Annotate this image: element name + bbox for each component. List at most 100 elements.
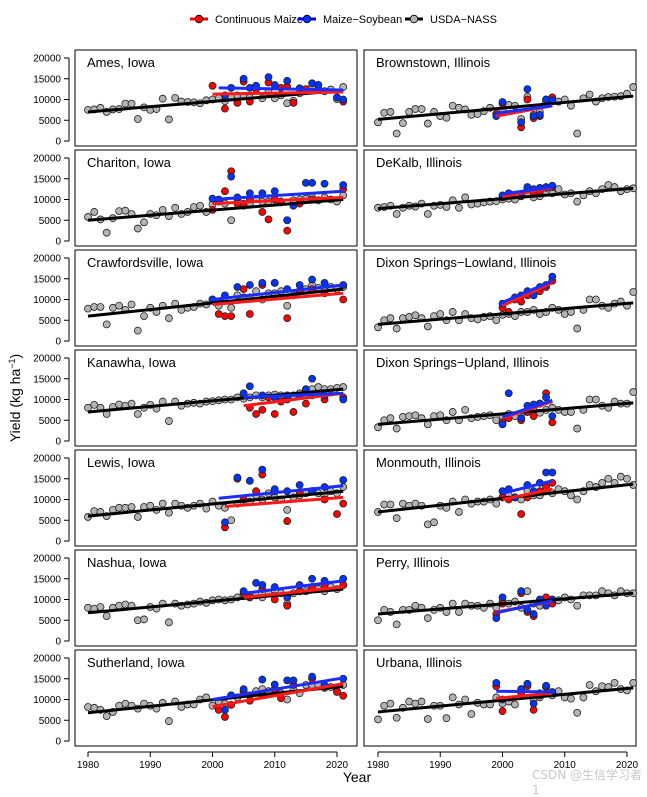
continuous-maize-point <box>283 226 292 235</box>
nass-point <box>227 216 236 225</box>
maize-soybean-point <box>320 179 329 188</box>
continuous-maize-point <box>529 412 538 421</box>
nass-point <box>283 301 292 310</box>
nass-point <box>392 324 401 333</box>
continuous-maize-point <box>208 81 217 90</box>
legend: Continuous Maize Maize−Soybean USDA−NASS <box>190 14 497 26</box>
continuous-maize-trend-line <box>212 90 344 96</box>
continuous-maize-point <box>283 517 292 525</box>
nass-point <box>573 708 582 717</box>
nass-point <box>133 513 142 521</box>
continuous-maize-point <box>252 410 260 418</box>
nass-trend-line <box>87 587 344 615</box>
y-axis-label-close: ) <box>7 354 23 359</box>
continuous-maize-point <box>523 95 532 104</box>
panel: Kanawha, Iowa 0 5000 10000 15000 20000 <box>33 349 358 448</box>
nass-point <box>133 410 142 418</box>
nass-point <box>461 695 470 704</box>
x-tick-label: 2020 <box>616 760 639 771</box>
nass-point <box>165 508 173 517</box>
nass-point <box>430 518 438 527</box>
nass-point <box>442 714 451 723</box>
panel: Ames, Iowa 0 5000 10000 15000 20000 <box>33 49 358 148</box>
panel-title: Dixon Springs−Lowland, Illinois <box>376 255 557 270</box>
legend-item: Maize−Soybean <box>298 14 402 26</box>
y-tick-label: 10000 <box>33 695 61 706</box>
nass-trend-line <box>377 186 634 211</box>
nass-trend-line <box>87 287 344 318</box>
nass-point <box>392 514 401 523</box>
nass-point <box>423 322 432 331</box>
legend-label: Maize−Soybean <box>323 14 402 26</box>
maize-soybean-point <box>258 278 267 287</box>
nass-point <box>146 501 155 510</box>
y-tick-label: 20000 <box>33 54 61 65</box>
maize-soybean-point <box>542 393 550 402</box>
maize-soybean-trend-line <box>496 104 553 115</box>
y-axis-label: Yield (kg ha−1) <box>7 354 23 442</box>
nass-trend-line <box>377 401 634 426</box>
maize-soybean-point <box>221 705 229 714</box>
nass-point <box>90 208 99 216</box>
nass-point <box>115 301 124 310</box>
continuous-maize-point <box>333 510 341 518</box>
y-tick-label: 5000 <box>39 516 62 527</box>
maize-soybean-trend-line <box>502 185 553 196</box>
maize-soybean-trend-line <box>243 579 344 595</box>
y-tick-label: 5000 <box>39 416 62 427</box>
panel: Lewis, Iowa 0 5000 10000 15000 20000 <box>33 449 358 548</box>
nass-trend-line <box>377 591 634 616</box>
panel-title: Kanawha, Iowa <box>87 355 177 370</box>
panel-title: Lewis, Iowa <box>87 455 156 470</box>
nass-point <box>629 288 638 296</box>
maize-soybean-point <box>339 395 348 404</box>
nass-point <box>127 99 136 108</box>
nass-point <box>448 693 457 702</box>
maize-soybean-point <box>221 518 229 527</box>
legend-item: USDA−NASS <box>405 14 497 26</box>
maize-soybean-point <box>517 118 526 127</box>
nass-point <box>411 411 420 420</box>
y-axis-label-superscript: −1 <box>7 358 17 368</box>
x-tick-label: 1980 <box>367 760 390 771</box>
x-tick-label: 2020 <box>326 760 349 771</box>
maize-soybean-point <box>239 389 248 398</box>
continuous-maize-point <box>339 691 348 700</box>
maize-soybean-point <box>295 481 304 489</box>
legend-item: Continuous Maize <box>190 14 303 26</box>
nass-point <box>629 679 638 687</box>
nass-point <box>140 218 148 227</box>
maize-soybean-point <box>535 110 544 119</box>
nass-trend-line <box>87 387 344 414</box>
nass-point <box>448 599 457 608</box>
maize-soybean-point <box>498 593 507 602</box>
panel-title: Monmouth, Illinois <box>376 455 481 470</box>
nass-point <box>423 119 432 128</box>
nass-point <box>392 713 401 722</box>
nass-point <box>189 203 198 211</box>
continuous-maize-point <box>227 312 236 321</box>
maize-soybean-point <box>308 374 317 383</box>
maize-soybean-trend-line <box>218 484 344 500</box>
continuous-maize-trend-line <box>496 691 553 700</box>
nass-point <box>448 308 457 316</box>
nass-point <box>411 311 420 320</box>
panel: Brownstown, Illinois <box>363 49 638 147</box>
nass-point <box>127 503 136 511</box>
panel-title: Chariton, Iowa <box>87 155 172 170</box>
maize-soybean-point <box>523 679 532 688</box>
x-tick-label: 1990 <box>429 760 452 771</box>
panel: Chariton, Iowa 0 5000 10000 15000 20000 <box>33 149 358 248</box>
nass-point <box>392 620 401 629</box>
continuous-maize-point <box>498 707 507 716</box>
x-tick-label: 2000 <box>201 760 224 771</box>
continuous-maize-trend-line <box>212 195 344 206</box>
panel-title: Nashua, Iowa <box>87 555 167 570</box>
maize-soybean-trend-line <box>212 283 344 301</box>
maize-soybean-point <box>258 675 267 684</box>
legend-label: Continuous Maize <box>215 14 303 26</box>
nass-point <box>158 94 167 103</box>
y-tick-label: 15000 <box>33 674 61 685</box>
continuous-maize-point <box>221 713 229 721</box>
